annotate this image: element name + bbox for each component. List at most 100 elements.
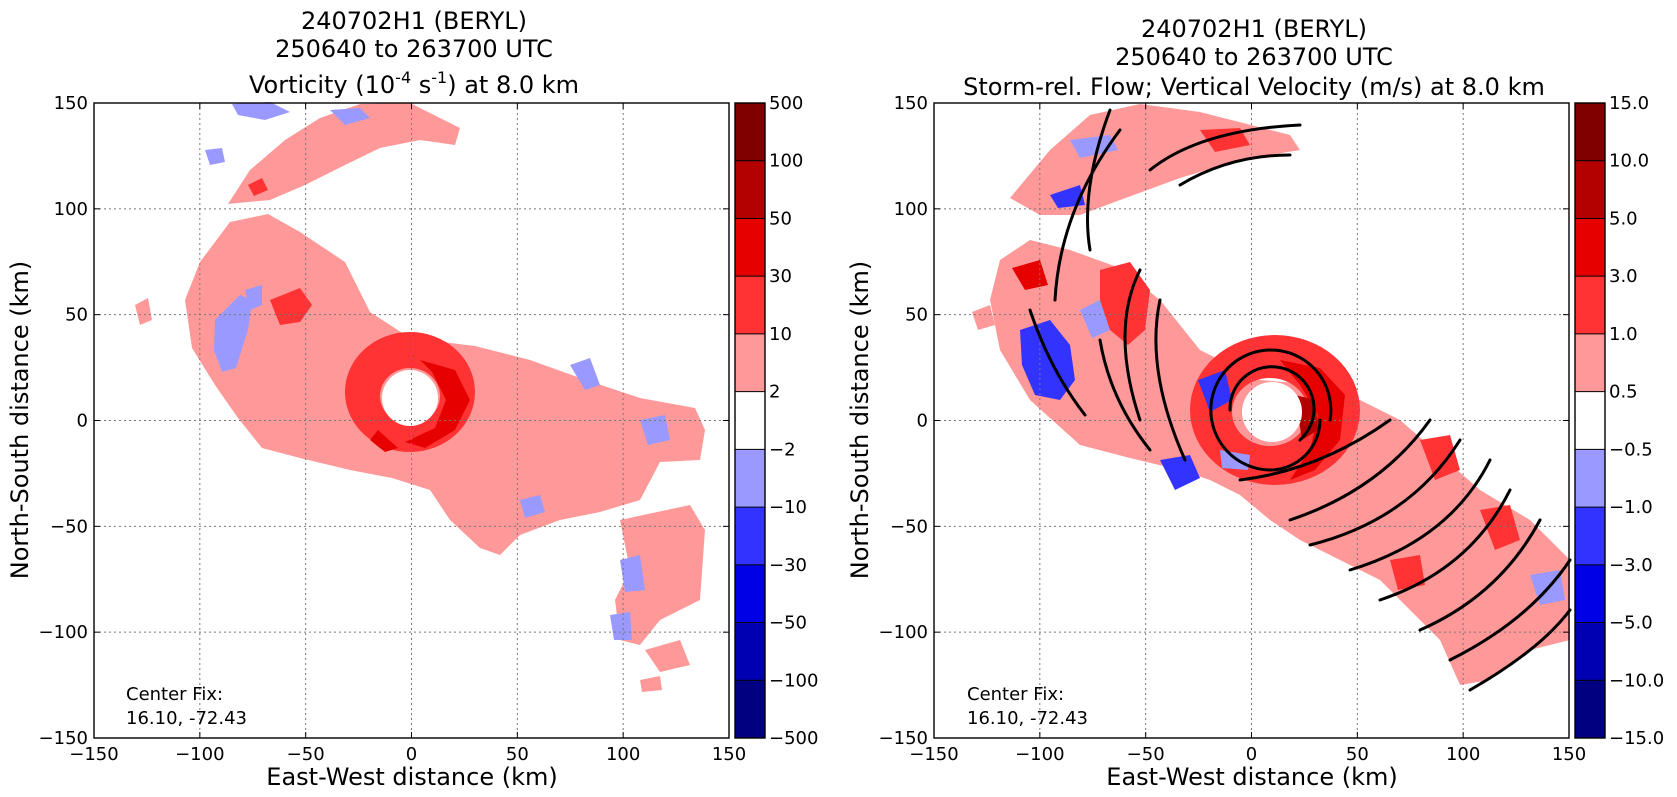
vorticity-y-tick-label: −150: [39, 728, 88, 749]
velocity-colorbar-label: 10.0: [1609, 151, 1649, 172]
streamline-west-4: [1154, 298, 1187, 462]
vorticity-colorbar-frame: [734, 102, 766, 739]
vorticity-title-line-1: 240702H1 (BERYL): [301, 7, 527, 35]
vorticity-colorbar-label: 100: [769, 151, 803, 172]
vorticity-ring-core-2: [370, 430, 398, 452]
vorticity-north-blue-3: [205, 148, 225, 165]
vorticity-ticks: −150 −100 −50 0 50 100 150 −150 −100 −50 0 50 100 150: [39, 93, 747, 765]
velocity-west-blue-2: [1080, 300, 1110, 338]
vorticity-far-west: [135, 298, 152, 325]
velocity-ticks: −150 −100 −50 0 50 100 150 −150 −100 −50 0 50 100 150: [879, 93, 1587, 765]
velocity-title-line-3: Storm-rel. Flow; Vertical Velocity (m/s)…: [963, 73, 1545, 101]
velocity-sw-blue: [1160, 455, 1200, 490]
velocity-se-red-3: [1390, 555, 1425, 590]
streamline-se-7: [1468, 608, 1572, 692]
velocity-colorbar-label: −0.5: [1609, 439, 1653, 460]
vorticity-east-blue-1: [570, 358, 600, 390]
vorticity-panel: 240702H1 (BERYL) 250640 to 263700 UTC Vo…: [6, 7, 818, 791]
velocity-y-tick-label: 0: [917, 411, 928, 432]
velocity-north-blue-2: [1050, 185, 1085, 208]
velocity-y-tick-label: 50: [905, 305, 928, 326]
velocity-colorbar-swatch: [1575, 333, 1605, 392]
vorticity-se-blue-1: [620, 555, 645, 592]
vorticity-colorbar-label: −30: [769, 555, 807, 576]
velocity-colorbar-swatch: [1575, 680, 1605, 738]
streamline-north-2: [1053, 128, 1122, 302]
velocity-colorbar-label: −5.0: [1609, 613, 1653, 634]
velocity-se-red-2: [1480, 505, 1520, 550]
velocity-colorbar-label: 5.0: [1609, 208, 1638, 229]
vorticity-y-tick-label: 0: [77, 411, 88, 432]
velocity-far-west: [972, 305, 995, 330]
vorticity-eye: [382, 370, 438, 426]
vorticity-west-blue: [214, 295, 252, 372]
vorticity-x-tick-label: 150: [712, 744, 746, 765]
vorticity-colorbar-label: −50: [769, 613, 807, 634]
storm-relative-streamlines: [1028, 108, 1572, 692]
vertical-velocity-panel: 240702H1 (BERYL) 250640 to 263700 UTC St…: [846, 15, 1664, 791]
velocity-x-tick-label: −150: [909, 744, 958, 765]
velocity-x-tick-label: −50: [1127, 744, 1165, 765]
velocity-se-red: [1420, 435, 1460, 480]
velocity-grid: [934, 103, 1569, 738]
vorticity-y-tick-label: −50: [50, 516, 88, 537]
velocity-x-tick-label: 150: [1552, 744, 1586, 765]
vorticity-title-post: ) at 8.0 km: [447, 71, 579, 99]
vorticity-colorbar-swatch: [735, 680, 765, 738]
vorticity-colorbar-label: 500: [769, 93, 803, 114]
vorticity-y-tick-label: 100: [54, 199, 88, 220]
vorticity-colorbar-swatch: [735, 622, 765, 681]
velocity-y-tick-label: 150: [894, 93, 928, 114]
vorticity-colorbar-label: 30: [769, 266, 792, 287]
velocity-center-fix-label: Center Fix:: [967, 684, 1064, 705]
velocity-colorbar-swatch: [1575, 276, 1605, 334]
vorticity-ring-core: [405, 360, 470, 448]
velocity-x-axis-label: East-West distance (km): [1106, 763, 1397, 791]
velocity-x-tick-label: 0: [1246, 744, 1257, 765]
vorticity-colorbar-label: 10: [769, 324, 792, 345]
velocity-colorbar-swatch: [1575, 160, 1605, 219]
vorticity-x-tick-label: −100: [175, 744, 224, 765]
streamline-se-2: [1308, 438, 1462, 547]
velocity-west-red-2: [1012, 260, 1048, 290]
velocity-y-tick-label: −150: [879, 728, 928, 749]
streamline-se-3: [1348, 458, 1492, 572]
velocity-colorbar-swatch: [1575, 449, 1605, 508]
vorticity-y-tick-label: 50: [65, 305, 88, 326]
vorticity-y-axis-label: North-South distance (km): [6, 261, 34, 580]
streamline-west-3: [1123, 268, 1142, 422]
vorticity-x-tick-label: 0: [406, 744, 417, 765]
velocity-colorbar-label: −3.0: [1609, 555, 1653, 576]
vorticity-title-line-2: 250640 to 263700 UTC: [275, 35, 553, 63]
velocity-colorbar-swatch: [1575, 507, 1605, 565]
velocity-x-tick-label: −100: [1015, 744, 1064, 765]
velocity-west-red: [1100, 262, 1150, 345]
streamline-eye-2: [1228, 365, 1316, 442]
vorticity-field: [135, 102, 705, 692]
vorticity-colorbar-label: −500: [769, 728, 818, 749]
velocity-colorbar-swatch: [1575, 622, 1605, 681]
velocity-colorbar-swatch: [1575, 218, 1605, 277]
velocity-colorbar-label: 15.0: [1609, 93, 1649, 114]
streamline-se-6: [1448, 558, 1572, 662]
velocity-colorbar-label: −10.0: [1609, 670, 1664, 691]
vorticity-colorbar-label: −10: [769, 497, 807, 518]
vorticity-colorbar-label: −2: [769, 439, 796, 460]
vorticity-north-red-1: [248, 178, 268, 196]
vorticity-center-fix-value: 16.10, -72.43: [126, 708, 247, 729]
vorticity-title-sup1: -4: [395, 68, 411, 87]
velocity-y-tick-label: −50: [890, 516, 928, 537]
velocity-colorbar-swatch: [1575, 391, 1605, 450]
velocity-colorbar: 15.0 10.0 5.0 3.0 1.0 0.5 −0.5 −1.0 −3.0 −5.0 −10.…: [1574, 93, 1664, 749]
vorticity-title-mid: s: [411, 71, 431, 99]
velocity-colorbar-swatch: [1575, 103, 1605, 161]
velocity-y-tick-label: 100: [894, 199, 928, 220]
vorticity-colorbar-swatch: [735, 276, 765, 334]
streamline-se-4: [1378, 488, 1512, 602]
vorticity-x-tick-label: −50: [287, 744, 325, 765]
vorticity-plot-area: −150 −100 −50 0 50 100 150 −150 −100 −50 0 50 100 150…: [39, 93, 747, 765]
vorticity-colorbar-swatch: [735, 391, 765, 450]
vorticity-x-tick-label: −150: [69, 744, 118, 765]
vorticity-se-blue-2: [610, 612, 632, 640]
